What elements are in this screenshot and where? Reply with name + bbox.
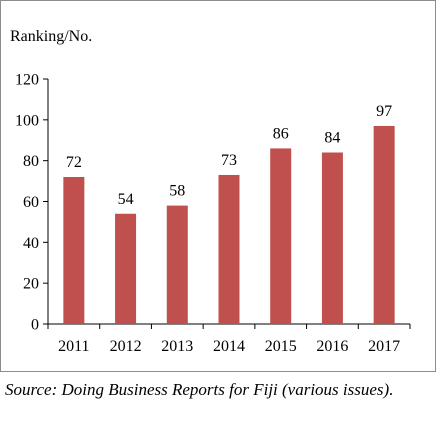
y-tick-label: 60 [23, 194, 39, 211]
bar-2016 [321, 152, 343, 324]
bar-2014 [218, 174, 240, 324]
bar-2015 [270, 148, 292, 324]
bar-value-label-2011: 72 [66, 154, 82, 171]
bar-value-label-2012: 54 [118, 191, 134, 208]
y-tick-labels: 0 20 40 60 80 100 120 [15, 72, 39, 334]
y-tick-label: 20 [23, 276, 39, 293]
x-tick-label-2016: 2016 [316, 338, 348, 355]
bar-chart: Ranking/No. 0 20 40 60 80 100 120 72 54 58 73 86 84… [10, 28, 411, 355]
y-tick-label: 80 [23, 153, 39, 170]
bar-value-label-2015: 86 [273, 125, 289, 142]
y-tick-label: 0 [31, 317, 39, 334]
bar-2017 [373, 125, 395, 324]
bar-value-labels: 72 54 58 73 86 84 97 [66, 103, 392, 208]
x-tick-label-2012: 2012 [110, 338, 142, 355]
y-tick-label: 120 [15, 72, 39, 89]
y-tick-label: 100 [15, 112, 39, 129]
y-axis-title: Ranking/No. [10, 28, 92, 45]
bar-value-label-2014: 73 [221, 152, 237, 169]
bars [63, 125, 395, 324]
bar-value-label-2016: 84 [324, 130, 340, 147]
x-tick-label-2011: 2011 [58, 338, 89, 355]
x-tick-label-2013: 2013 [161, 338, 193, 355]
x-tick-label-2014: 2014 [213, 338, 245, 355]
bar-2013 [166, 205, 188, 324]
bar-value-label-2013: 58 [169, 183, 185, 200]
source-note: Source: Doing Business Reports for Fiji … [5, 380, 394, 399]
bar-2011 [63, 177, 85, 324]
x-tick-label-2015: 2015 [265, 338, 297, 355]
bar-2012 [115, 213, 137, 324]
bar-value-label-2017: 97 [376, 103, 392, 120]
y-tick-label: 40 [23, 235, 39, 252]
x-tick-label-2017: 2017 [368, 338, 400, 355]
x-tick-labels: 2011 2012 2013 2014 2015 2016 2017 [58, 338, 400, 355]
